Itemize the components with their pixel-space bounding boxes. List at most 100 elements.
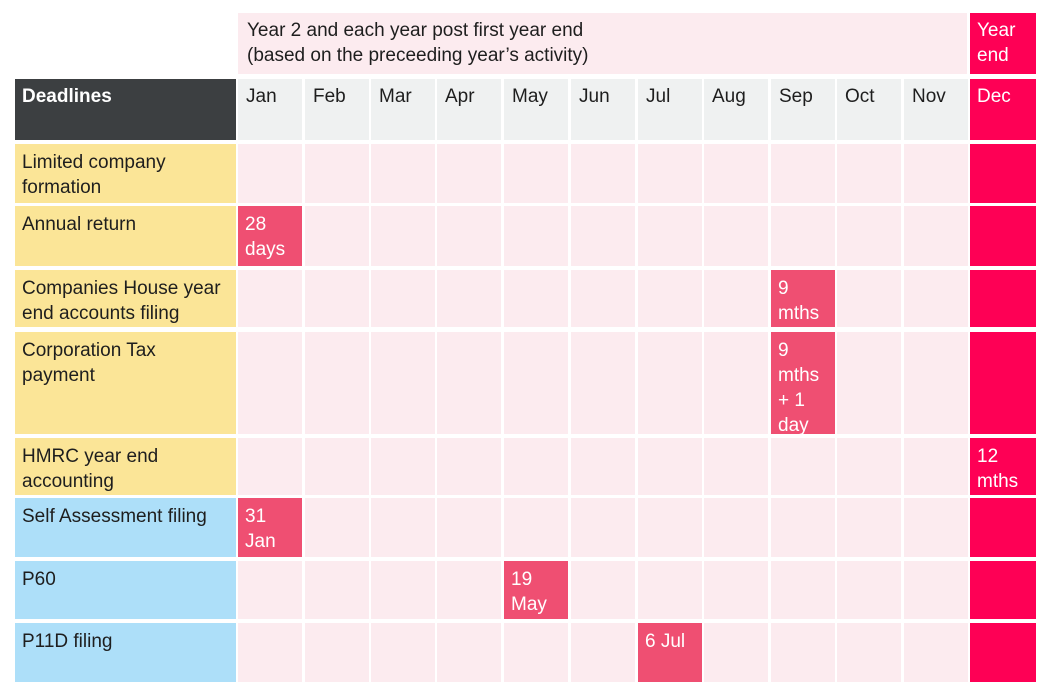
grid-cell xyxy=(771,206,835,266)
grid-cell xyxy=(504,498,568,557)
grid-cell xyxy=(704,623,768,682)
deadline-marker: 12 mths xyxy=(970,438,1036,495)
grid-cell xyxy=(771,561,835,619)
grid-cell xyxy=(437,206,501,266)
grid-cell xyxy=(638,144,702,203)
grid-cell xyxy=(571,498,635,557)
grid-cell xyxy=(837,498,901,557)
grid-cell xyxy=(571,561,635,619)
grid-cell xyxy=(305,498,369,557)
row-label: Self Assessment filing xyxy=(15,498,236,557)
grid-cell xyxy=(904,438,968,495)
grid-cell xyxy=(771,623,835,682)
grid-cell xyxy=(437,623,501,682)
year-end-label: Year end xyxy=(970,13,1036,74)
grid-cell xyxy=(437,270,501,327)
grid-cell xyxy=(371,332,435,434)
month-header-sep: Sep xyxy=(771,79,835,140)
month-header-jan: Jan xyxy=(238,79,302,140)
grid-cell xyxy=(970,206,1036,266)
grid-cell xyxy=(771,144,835,203)
grid-cell xyxy=(837,438,901,495)
grid-cell xyxy=(571,438,635,495)
deadline-marker: 31 Jan xyxy=(238,498,302,557)
row-label: Companies House year end accounts filing xyxy=(15,270,236,327)
grid-cell xyxy=(904,144,968,203)
grid-cell xyxy=(504,438,568,495)
grid-cell xyxy=(305,144,369,203)
row-label: Limited company formation xyxy=(15,144,236,203)
grid-cell xyxy=(238,270,302,327)
grid-cell xyxy=(238,561,302,619)
grid-cell xyxy=(638,438,702,495)
deadlines-header: Deadlines xyxy=(15,79,236,140)
grid-cell xyxy=(904,270,968,327)
month-header-may: May xyxy=(504,79,568,140)
month-header-mar: Mar xyxy=(371,79,435,140)
grid-cell xyxy=(571,206,635,266)
grid-cell xyxy=(837,561,901,619)
grid-cell xyxy=(638,332,702,434)
deadline-marker: 9 mths xyxy=(771,270,835,327)
grid-cell xyxy=(437,332,501,434)
grid-cell xyxy=(704,332,768,434)
deadline-marker: 28 days xyxy=(238,206,302,266)
grid-cell xyxy=(904,332,968,434)
grid-cell xyxy=(371,270,435,327)
grid-cell xyxy=(305,270,369,327)
grid-cell xyxy=(504,623,568,682)
grid-cell xyxy=(970,623,1036,682)
grid-cell xyxy=(504,332,568,434)
grid-cell xyxy=(371,206,435,266)
grid-cell xyxy=(837,623,901,682)
grid-cell xyxy=(371,144,435,203)
grid-cell xyxy=(437,144,501,203)
year-two-banner: Year 2 and each year post first year end… xyxy=(238,13,967,74)
month-header-dec: Dec xyxy=(970,79,1036,140)
grid-cell xyxy=(305,332,369,434)
grid-cell xyxy=(771,438,835,495)
grid-cell xyxy=(704,498,768,557)
grid-cell xyxy=(305,206,369,266)
grid-cell xyxy=(638,270,702,327)
grid-cell xyxy=(970,144,1036,203)
grid-cell xyxy=(504,270,568,327)
grid-cell xyxy=(970,498,1036,557)
grid-cell xyxy=(504,144,568,203)
grid-cell xyxy=(305,438,369,495)
grid-cell xyxy=(371,438,435,495)
month-header-jul: Jul xyxy=(638,79,702,140)
row-label: P11D filing xyxy=(15,623,236,682)
grid-cell xyxy=(904,498,968,557)
grid-cell xyxy=(371,498,435,557)
grid-cell xyxy=(638,206,702,266)
grid-cell xyxy=(504,206,568,266)
grid-cell xyxy=(704,144,768,203)
grid-cell xyxy=(305,623,369,682)
grid-cell xyxy=(238,332,302,434)
deadline-marker: 6 Jul xyxy=(638,623,702,682)
grid-cell xyxy=(437,561,501,619)
month-header-jun: Jun xyxy=(571,79,635,140)
grid-cell xyxy=(571,623,635,682)
grid-cell xyxy=(970,561,1036,619)
month-header-nov: Nov xyxy=(904,79,968,140)
grid-cell xyxy=(305,561,369,619)
row-label: HMRC year end accounting xyxy=(15,438,236,495)
grid-cell xyxy=(238,623,302,682)
grid-cell xyxy=(704,561,768,619)
deadline-marker: 19 May xyxy=(504,561,568,619)
deadline-marker: 9 mths + 1 day xyxy=(771,332,835,434)
grid-cell xyxy=(638,498,702,557)
month-header-oct: Oct xyxy=(837,79,901,140)
grid-cell xyxy=(371,561,435,619)
grid-cell xyxy=(704,270,768,327)
grid-cell xyxy=(571,270,635,327)
row-label: Corporation Tax payment xyxy=(15,332,236,434)
grid-cell xyxy=(638,561,702,619)
row-label: Annual return xyxy=(15,206,236,266)
grid-cell xyxy=(904,561,968,619)
grid-cell xyxy=(837,332,901,434)
grid-cell xyxy=(238,144,302,203)
grid-cell xyxy=(437,498,501,557)
